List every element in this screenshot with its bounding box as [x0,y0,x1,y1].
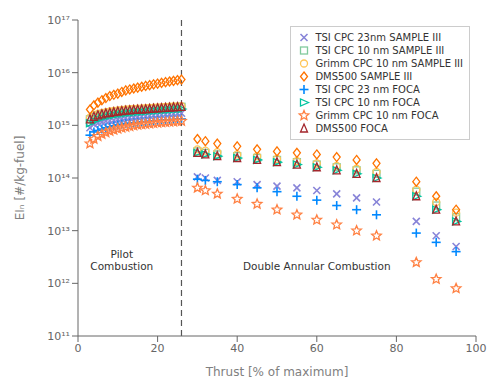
svg-text:Thrust [% of maximum]: Thrust [% of maximum] [205,365,349,379]
svg-text:PilotCombustion: PilotCombustion [90,248,153,272]
html-text:DMS500 SAMPLE III: DMS500 SAMPLE III [315,71,413,82]
svg-text:100: 100 [466,342,487,355]
svg-text:Double Annular Combustion: Double Annular Combustion [243,260,391,272]
svg-text:10¹⁴: 10¹⁴ [47,172,70,185]
svg-text:0: 0 [75,342,82,355]
html-text:TSI CPC 10 nm SAMPLE III: TSI CPC 10 nm SAMPLE III [315,45,445,56]
html-text:Grimm CPC 10 nm SAMPLE III: Grimm CPC 10 nm SAMPLE III [315,58,463,69]
svg-text:60: 60 [310,342,324,355]
svg-text:10¹⁵: 10¹⁵ [47,119,70,132]
html-text:TSI CPC 23nm SAMPLE III: TSI CPC 23nm SAMPLE III [315,32,442,43]
svg-text:10¹⁶: 10¹⁶ [47,67,70,80]
svg-text:10¹¹: 10¹¹ [47,330,70,343]
svg-text:20: 20 [151,342,165,355]
svg-text:80: 80 [389,342,403,355]
html-text:TSI CPC 10 nm FOCA: TSI CPC 10 nm FOCA [315,97,420,108]
svg-text:EIₙ [#/kg-fuel]: EIₙ [#/kg-fuel] [13,136,27,221]
svg-text:40: 40 [230,342,244,355]
html-text:Grimm CPC 10 nm FOCA: Grimm CPC 10 nm FOCA [315,110,439,121]
html-text:TSI CPC 23 nm FOCA: TSI CPC 23 nm FOCA [315,84,420,95]
svg-text:10¹³: 10¹³ [47,225,70,238]
svg-text:10¹²: 10¹² [47,277,70,290]
svg-text:10¹⁷: 10¹⁷ [47,14,70,27]
html-text:DMS500 FOCA: DMS500 FOCA [315,123,388,134]
